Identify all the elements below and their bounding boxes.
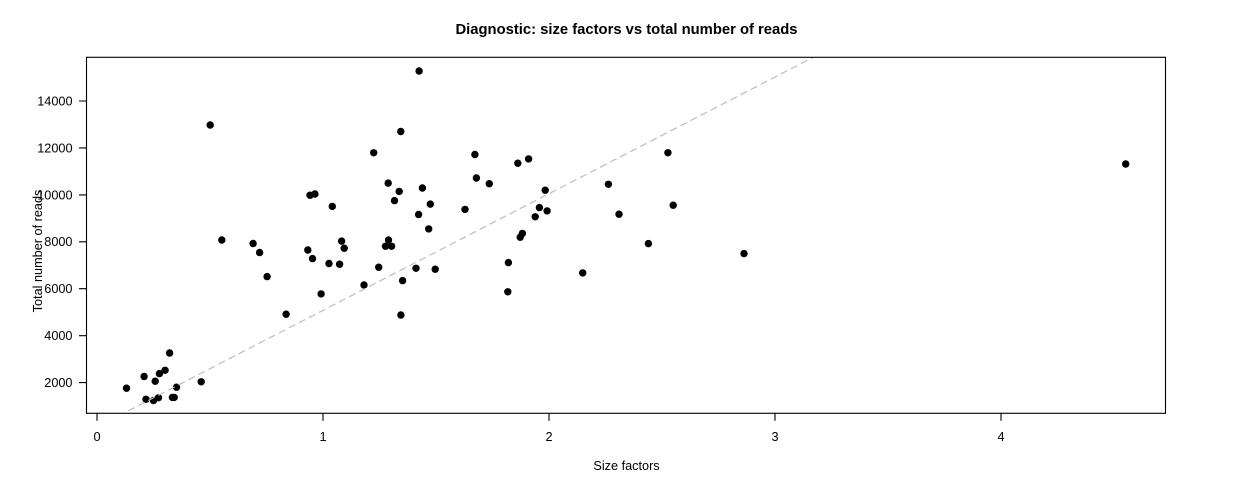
svg-text:Diagnostic: size factors vs to: Diagnostic: size factors vs total number… xyxy=(455,22,797,38)
svg-text:2000: 2000 xyxy=(44,376,72,390)
svg-text:10000: 10000 xyxy=(37,188,72,202)
svg-text:4: 4 xyxy=(997,430,1004,444)
svg-text:2: 2 xyxy=(545,430,552,444)
svg-text:12000: 12000 xyxy=(37,141,72,155)
svg-text:8000: 8000 xyxy=(44,235,72,249)
svg-text:4000: 4000 xyxy=(44,329,72,343)
svg-text:3: 3 xyxy=(771,430,778,444)
svg-text:Total number of reads: Total number of reads xyxy=(31,190,45,313)
svg-text:0: 0 xyxy=(93,430,100,444)
svg-text:14000: 14000 xyxy=(37,94,72,108)
svg-text:6000: 6000 xyxy=(44,282,72,296)
svg-text:Size factors: Size factors xyxy=(593,459,659,473)
svg-text:1: 1 xyxy=(319,430,326,444)
